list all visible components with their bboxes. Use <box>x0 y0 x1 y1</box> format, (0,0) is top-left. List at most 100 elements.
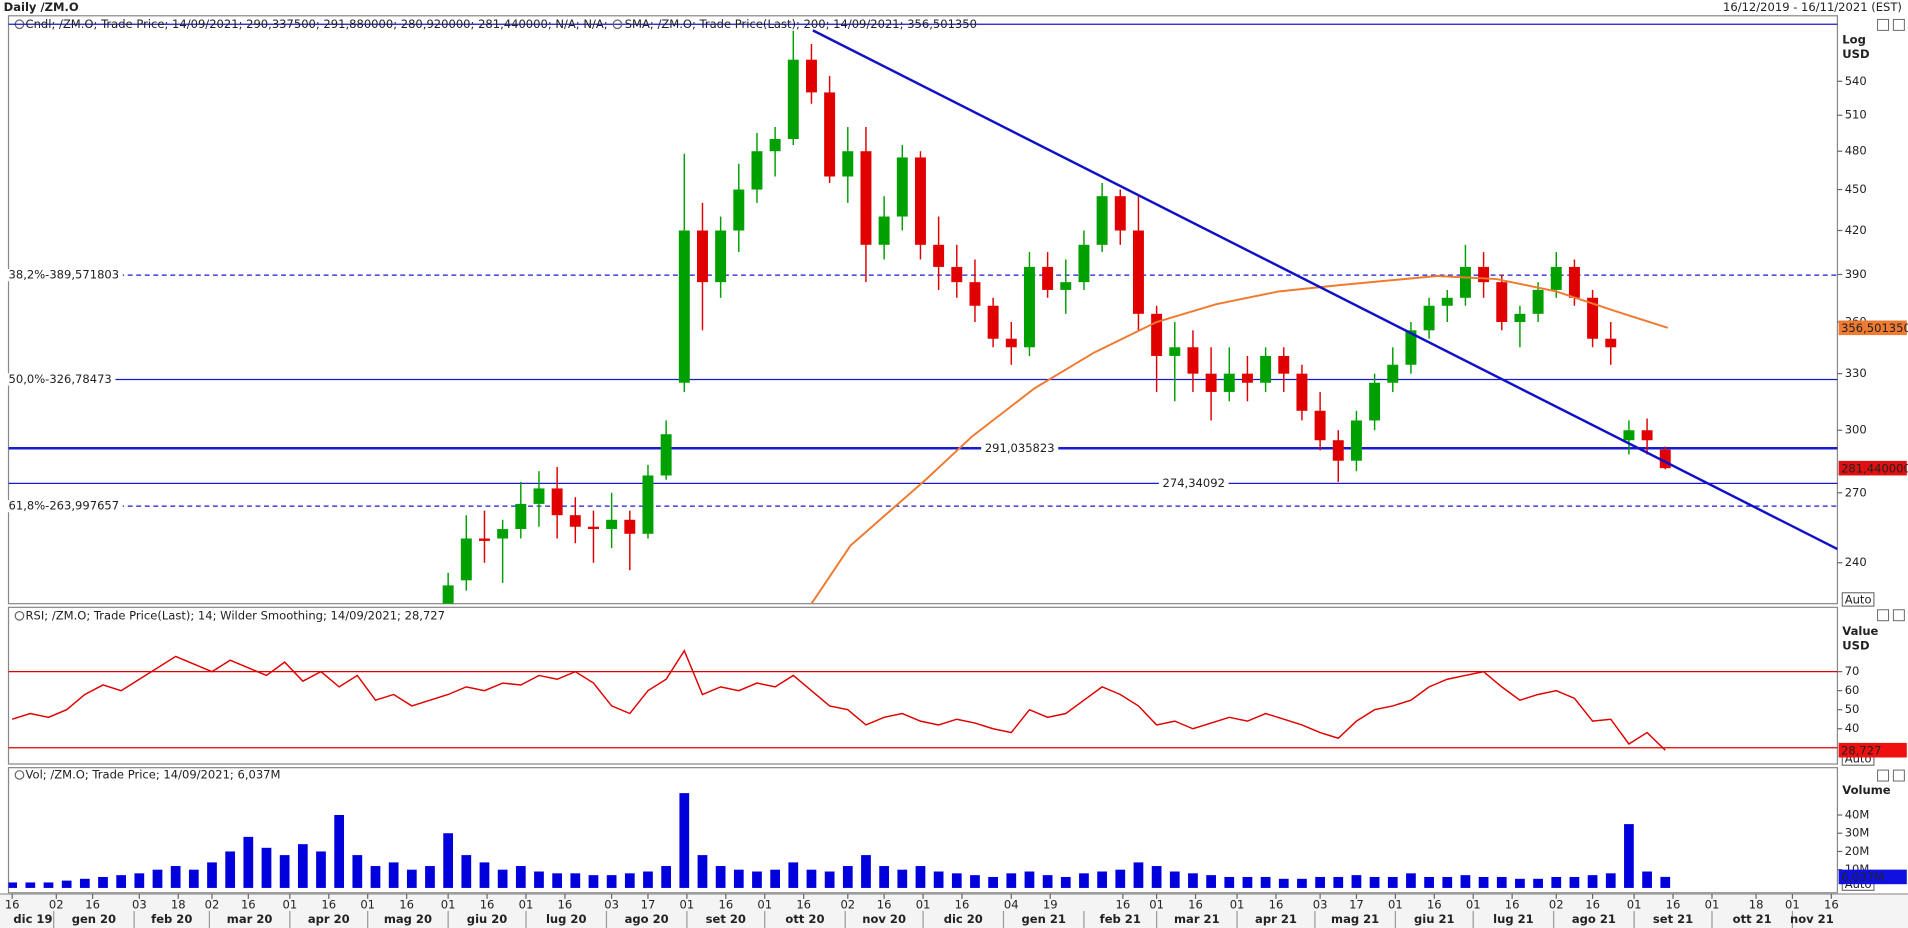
candle-body <box>479 538 490 541</box>
volume-bar <box>461 855 472 888</box>
volume-bar <box>1097 871 1107 888</box>
x-tick-label: 01 <box>1149 897 1164 911</box>
candle-body <box>1278 355 1290 374</box>
y-tick-label: 330 <box>1845 366 1867 380</box>
x-tick-label: 01 <box>360 897 375 911</box>
volume-bar <box>1188 873 1198 888</box>
volume-bar <box>1297 878 1307 888</box>
candle-body <box>1514 313 1526 323</box>
volume-bar <box>606 875 617 888</box>
volume-bar <box>879 866 889 888</box>
level-label-bg <box>1158 477 1229 490</box>
candle-body <box>1260 355 1272 383</box>
volume-bar <box>1533 878 1543 888</box>
candle-body <box>1659 449 1671 469</box>
volume-bar <box>1315 876 1325 888</box>
auto-button-label[interactable]: Auto <box>1845 593 1872 607</box>
volume-bar <box>1024 871 1035 888</box>
y-tick-label: 270 <box>1845 485 1867 499</box>
volume-bar <box>1060 876 1071 888</box>
auto-button[interactable] <box>1841 592 1875 607</box>
x-tick-label: 01 <box>441 897 456 911</box>
value-box <box>1838 460 1907 476</box>
restore-button[interactable] <box>1877 769 1890 782</box>
volume-bar <box>661 866 672 888</box>
month-label: set 20 <box>706 912 746 926</box>
y-tick-label: 40 <box>1845 721 1860 735</box>
level-label: 61,8%-263,997657 <box>9 499 120 513</box>
candle-body <box>642 475 654 534</box>
candle-body <box>624 519 636 534</box>
volume-bar <box>570 873 581 888</box>
level-label-bg <box>981 442 1059 455</box>
volume-bar <box>79 878 90 888</box>
restore-button[interactable] <box>1877 609 1890 622</box>
volume-bar <box>243 836 254 888</box>
close-button[interactable] <box>1892 769 1905 782</box>
legend-icon[interactable] <box>14 770 25 780</box>
month-label: mag 20 <box>384 912 432 926</box>
volume-bar <box>43 882 54 888</box>
legend-icon[interactable] <box>14 610 25 621</box>
x-tick-label: 16 <box>5 897 20 911</box>
volume-bar <box>1006 873 1017 888</box>
candle-body <box>878 216 890 245</box>
volume-bar <box>1115 869 1126 888</box>
volume-bar <box>861 855 871 888</box>
y-tick-label: 450 <box>1845 182 1867 196</box>
restore-button[interactable] <box>1877 18 1890 31</box>
legend-text: Cndl; /ZM.O; Trade Price; 14/09/2021; 29… <box>26 17 608 31</box>
candle-body <box>1241 373 1253 383</box>
overlay: 240270300330360390420450480510540LogUSDA… <box>5 17 1908 928</box>
date-range: 16/12/2019 - 16/11/2021 (EST) <box>1723 0 1902 14</box>
month-label: ott 20 <box>785 912 824 926</box>
candle-body <box>805 59 817 93</box>
volume-bar <box>388 862 399 888</box>
legend-text: RSI; /ZM.O; Trade Price(Last); 14; Wilde… <box>26 608 445 622</box>
x-tick-label: 16 <box>718 897 733 911</box>
candle-body <box>460 538 472 581</box>
volume-bar <box>1496 876 1507 888</box>
sma-line <box>810 275 1669 604</box>
x-tick-label: 16 <box>1585 897 1600 911</box>
volume-bar <box>933 871 944 888</box>
close-button[interactable] <box>1892 18 1905 31</box>
candle-body <box>914 157 926 245</box>
value-box-label: 6,037M <box>1841 870 1884 884</box>
candle-body <box>969 282 981 306</box>
x-tick-label: 02 <box>840 897 855 911</box>
price-plot <box>8 23 1838 604</box>
volume-bar <box>806 869 817 888</box>
volume-bar <box>770 869 780 888</box>
volume-bar <box>1260 876 1271 888</box>
candle-body <box>951 266 963 283</box>
x-tick-label: 02 <box>1549 897 1564 911</box>
volume-bar <box>479 862 490 888</box>
x-tick-label: 01 <box>757 897 772 911</box>
y-tick-label: 390 <box>1845 267 1867 281</box>
candle-body <box>1060 282 1072 290</box>
volume-bar <box>425 866 435 888</box>
x-tick-label: 01 <box>1627 897 1642 911</box>
month-label: mag 21 <box>1331 912 1379 926</box>
value-box <box>1838 742 1907 758</box>
candle-body <box>1078 244 1090 283</box>
candle-body <box>987 305 999 339</box>
candle-body <box>1205 373 1217 392</box>
y-tick-label: 480 <box>1845 144 1867 158</box>
volume-bar <box>988 876 998 888</box>
volume-panel <box>7 767 1839 894</box>
close-button[interactable] <box>1892 609 1905 622</box>
level-label-bg <box>4 269 123 282</box>
candle-body <box>569 515 581 527</box>
candle-body <box>933 244 945 267</box>
candle-body <box>1332 440 1344 461</box>
candle-body <box>1187 347 1199 374</box>
trendline-layer <box>812 29 1838 551</box>
x-tick-label: 16 <box>1427 897 1442 911</box>
candle-body <box>1641 430 1653 441</box>
candle-body <box>1169 347 1181 356</box>
volume-bar <box>1224 876 1235 888</box>
month-label: feb 20 <box>151 912 192 926</box>
